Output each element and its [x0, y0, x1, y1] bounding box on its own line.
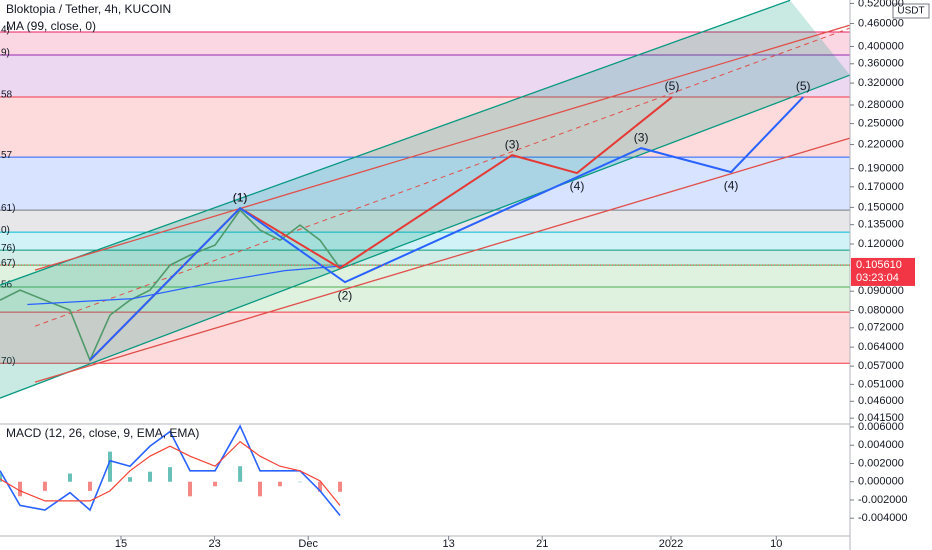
y-tick-label: 0.057000 — [858, 360, 904, 372]
macd-title: MACD (12, 26, close, 9, EMA, EMA) — [6, 426, 199, 440]
fib-label: 70) — [1, 356, 15, 367]
fib-band — [0, 97, 850, 158]
trend-line — [34, 24, 851, 271]
unit-box — [892, 3, 930, 19]
fib-band — [0, 54, 850, 98]
trend-line — [34, 27, 851, 327]
y-tick-label: 0.135000 — [858, 219, 904, 231]
y-tick-label: -0.004000 — [858, 512, 908, 524]
y-axis-label: USDT — [897, 6, 924, 17]
histogram-bar — [188, 481, 193, 497]
fib-label: 57 — [1, 150, 13, 161]
histogram-bar — [0, 473, 2, 482]
y-tick-label: 0.072000 — [858, 322, 904, 334]
y-tick-label: 0.220000 — [858, 138, 904, 150]
fib-band — [0, 250, 850, 266]
y-tick-label: 0.170000 — [858, 181, 904, 193]
trend-line — [34, 137, 851, 383]
histogram-bar — [238, 466, 243, 482]
last-price-label: 0.105610 — [856, 259, 902, 271]
last-price-tag — [851, 257, 915, 286]
y-tick-label: 0.460000 — [858, 17, 904, 29]
fib-band — [0, 312, 850, 364]
histogram-bar — [18, 481, 23, 497]
wave-line — [89, 96, 804, 361]
series-line — [27, 265, 344, 306]
y-tick-label: 0.000000 — [858, 476, 904, 488]
histogram-bar — [107, 451, 112, 482]
y-tick-label: 0.051000 — [858, 378, 904, 390]
y-tick-label: 0.400000 — [858, 40, 904, 52]
series-line — [0, 440, 341, 506]
y-tick-label: 0.320000 — [858, 77, 904, 89]
fib-label: 9) — [1, 48, 10, 59]
histogram-bar — [213, 481, 218, 487]
wave-label: (1) — [233, 190, 248, 204]
y-tick-label: 0.004000 — [858, 439, 904, 451]
fib-band — [0, 210, 850, 233]
wave-label: (3) — [634, 130, 649, 144]
wave-label: (2) — [338, 288, 353, 302]
x-tick-label: Dec — [298, 538, 318, 550]
fib-label: 76) — [1, 243, 15, 254]
histogram-bar — [87, 481, 92, 491]
wave-label: (4) — [724, 178, 739, 192]
y-tick-label: 0.006000 — [858, 421, 904, 433]
channel-fill — [0, 0, 850, 399]
y-tick-label: 0.280000 — [858, 99, 904, 111]
y-tick-label: 0.046000 — [858, 395, 904, 407]
histogram-bar — [168, 467, 173, 482]
histogram-bar — [42, 481, 47, 491]
fib-label: 56 — [1, 280, 13, 291]
y-tick-label: 0.150000 — [858, 201, 904, 213]
histogram-bar — [128, 477, 133, 482]
y-tick-label: 0.080000 — [858, 304, 904, 316]
plot-layer: 4) 9) 58 57 61) 0) 76) 67) 56 70) — [0, 0, 851, 516]
chart-title: Bloktopia / Tether, 4h, KUCOIN — [6, 2, 171, 16]
fib-label: 58 — [1, 90, 13, 101]
fib-label: 4) — [1, 25, 10, 36]
x-tick-label: 21 — [536, 538, 548, 550]
wave-label: (5) — [665, 79, 680, 93]
y-tick-label: 0.002000 — [858, 457, 904, 469]
indicator-label: MA (99, close, 0) — [6, 19, 96, 33]
x-tick-label: 13 — [443, 538, 455, 550]
y-tick-label: 0.190000 — [858, 163, 904, 175]
histogram-bar — [67, 473, 72, 482]
countdown: 03:23:04 — [856, 272, 899, 284]
y-tick-label: 0.041500 — [858, 412, 904, 424]
y-tick-label: 0.064000 — [858, 341, 904, 353]
fib-label: 0) — [1, 225, 10, 236]
x-tick-label: 10 — [770, 538, 782, 550]
fib-band — [0, 265, 850, 288]
histogram-bar — [258, 481, 263, 497]
y-tick-label: 0.120000 — [858, 238, 904, 250]
histogram-bar — [298, 481, 303, 483]
histogram-bar — [278, 481, 283, 487]
x-tick-label: 2022 — [659, 538, 683, 550]
wave-label: (1) — [233, 190, 248, 204]
trend-line — [0, 0, 791, 286]
trend-line — [0, 74, 851, 399]
wave-label: (4) — [570, 179, 585, 193]
fib-label: 67) — [1, 258, 15, 269]
x-tick-label: 23 — [208, 538, 220, 550]
histogram-bar — [338, 481, 343, 492]
y-tick-label: -0.002000 — [858, 494, 908, 506]
wave-label: (5) — [796, 79, 811, 93]
series-line — [0, 424, 341, 516]
y-tick-label: 0.090000 — [858, 285, 904, 297]
fib-band — [0, 31, 850, 55]
x-tick-label: 15 — [115, 538, 127, 550]
y-tick-label: 0.360000 — [858, 58, 904, 70]
histogram-bar — [318, 481, 323, 492]
fib-label: 61) — [1, 203, 15, 214]
histogram-bar — [148, 471, 153, 482]
y-tick-label: 0.250000 — [858, 117, 904, 129]
wave-label: (3) — [505, 137, 520, 151]
y-tick-label: 0.520000 — [858, 0, 904, 9]
